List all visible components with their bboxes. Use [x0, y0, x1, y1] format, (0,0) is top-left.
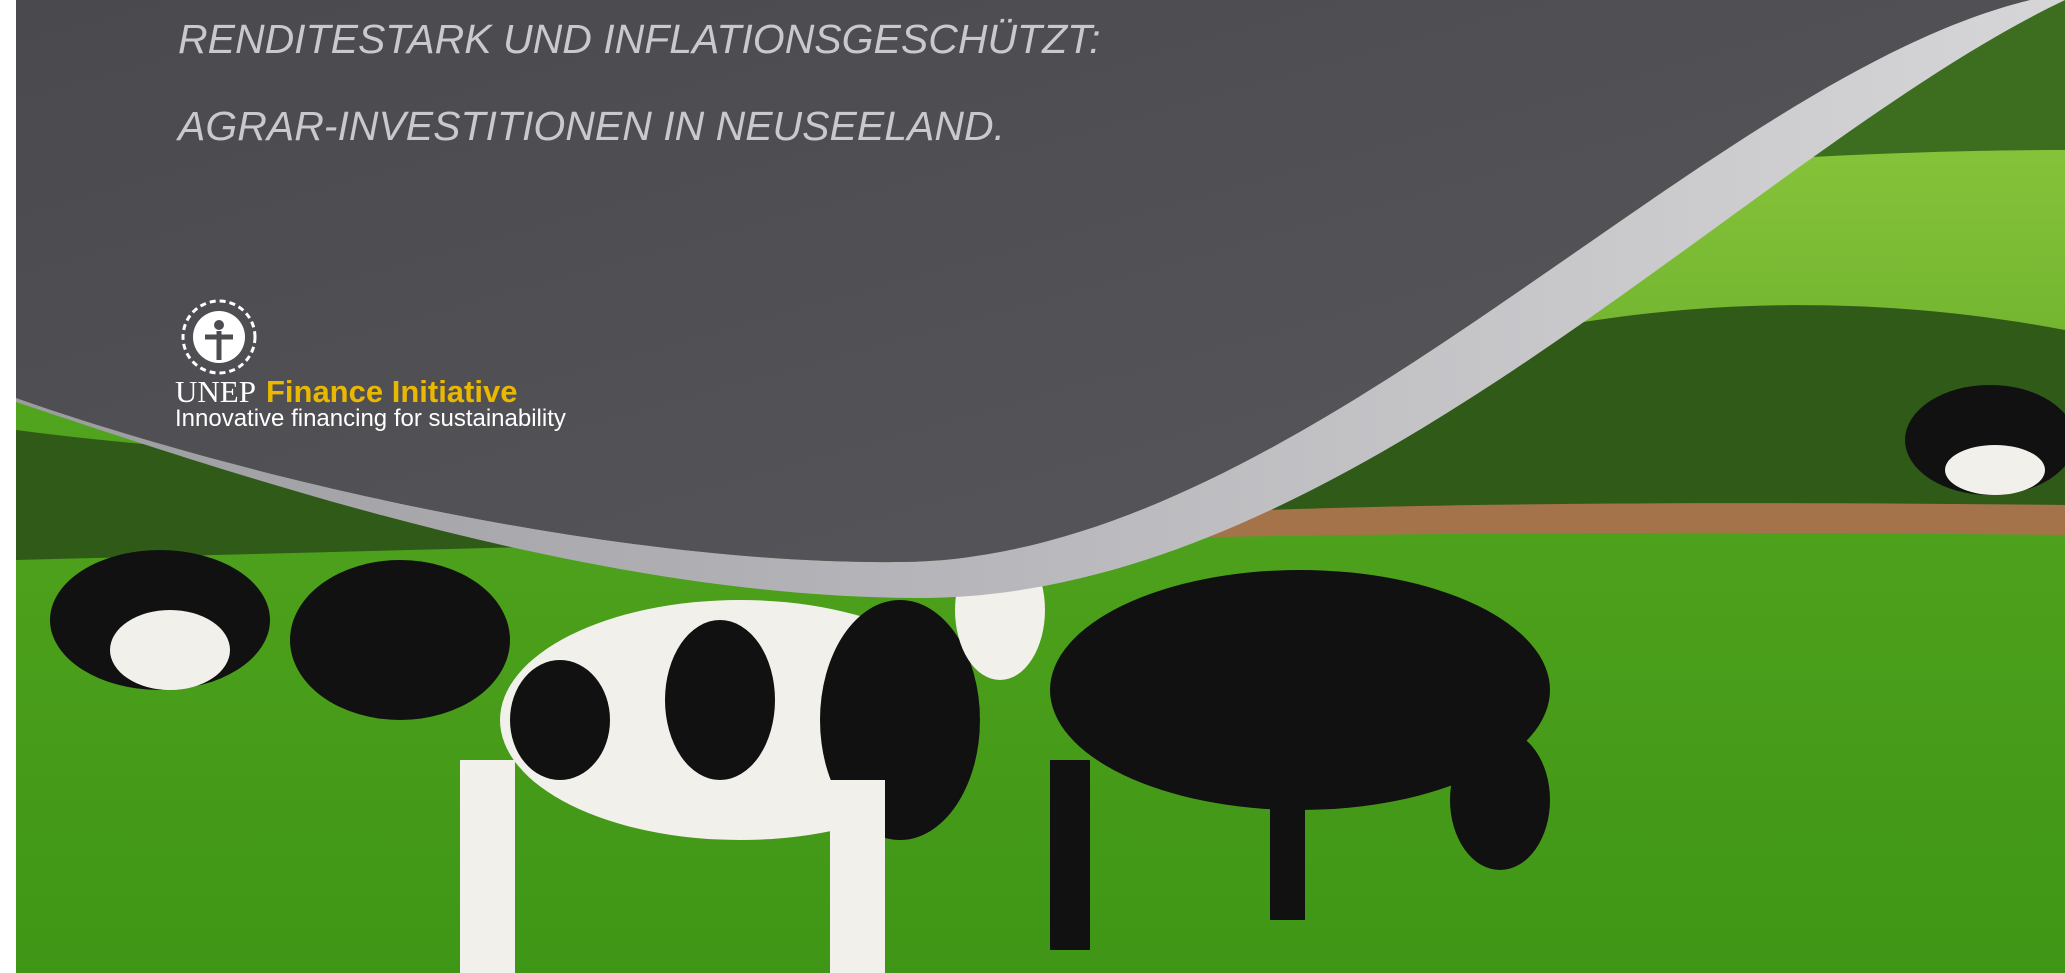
title-line: AGRAR-INVESTITIONEN IN NEUSEELAND.: [175, 103, 1005, 149]
title-line: RENDITESTARK UND INFLATIONSGESCHÜTZT:: [178, 16, 1101, 62]
logo-acronym: UNEP: [175, 374, 256, 409]
logo-text: UNEP Finance Initiative: [175, 374, 517, 409]
page: RENDITESTARK UND INFLATIONSGESCHÜTZT: AG…: [0, 0, 2065, 973]
slide: RENDITESTARK UND INFLATIONSGESCHÜTZT: AG…: [0, 0, 2065, 973]
logo-tagline: Innovative financing for sustainability: [175, 405, 566, 432]
logo-name: Finance Initiative: [266, 374, 518, 409]
